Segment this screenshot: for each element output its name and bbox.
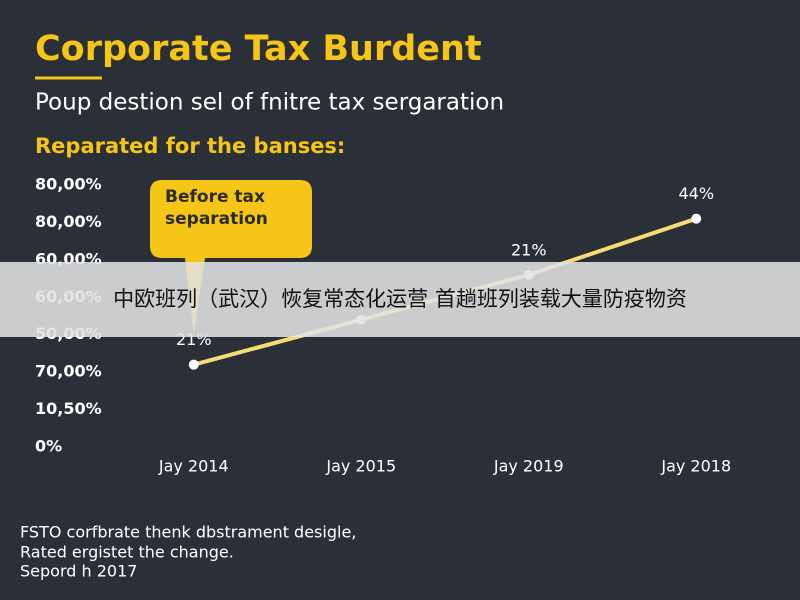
- y-tick-label: 10,50%: [35, 399, 102, 418]
- annotation: 44%: [678, 184, 714, 203]
- heading: Reparated for the banses:: [35, 134, 345, 158]
- y-tick-label: 0%: [35, 437, 62, 456]
- footer-line: Sepord h 2017: [20, 562, 137, 581]
- banner-background: [0, 262, 800, 337]
- footer-line: FSTO corfbrate thenk dbstrament desigle,: [20, 523, 356, 542]
- annotation: 21%: [511, 240, 547, 259]
- x-tick-label: Jay 2014: [158, 457, 229, 476]
- x-tick-label: Jay 2015: [325, 457, 396, 476]
- point: [691, 213, 702, 224]
- callout-text: separation: [165, 209, 268, 229]
- footer-line: Rated ergistet the change.: [20, 543, 234, 562]
- y-tick-label: 80,00%: [35, 212, 102, 231]
- banner-text: 中欧班列（武汉）恢复常态化运营 首趟班列装载大量防疫物资: [113, 287, 687, 311]
- chart-title: Corporate Tax Burdent: [35, 29, 482, 69]
- x-tick-label: Jay 2019: [493, 457, 564, 476]
- point: [188, 359, 199, 370]
- y-tick-label: 70,00%: [35, 362, 102, 381]
- x-tick-label: Jay 2018: [660, 457, 731, 476]
- subtitle: Poup destion sel of fnitre tax sergarati…: [35, 90, 504, 116]
- y-tick-label: 80,00%: [35, 175, 102, 194]
- banner: 中欧班列（武汉）恢复常态化运营 首趟班列装载大量防疫物资: [0, 262, 800, 337]
- callout-text: Before tax: [165, 187, 265, 207]
